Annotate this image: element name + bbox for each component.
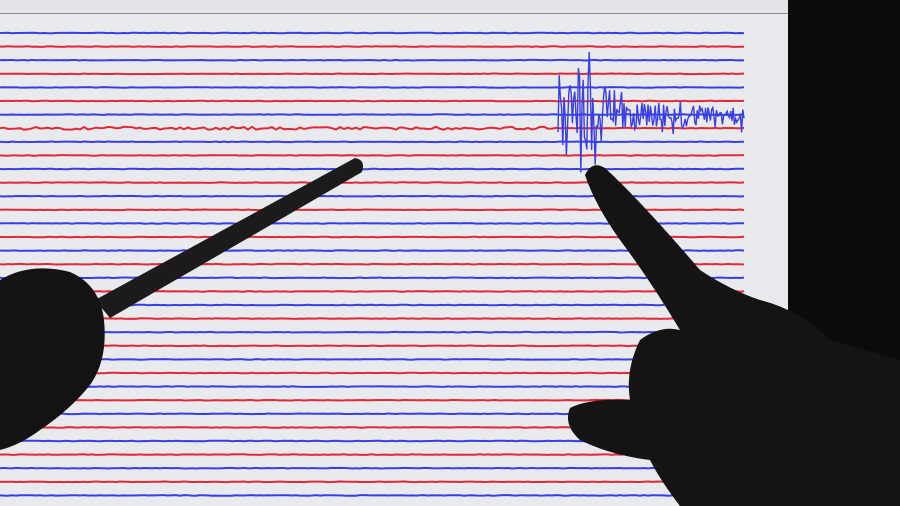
trace-line-red [0,482,744,483]
trace-line-red [0,101,744,102]
trace-line-red [0,46,744,47]
trace-line-blue [0,169,744,170]
trace-line-red [0,264,744,265]
trace-line-blue [0,60,744,61]
trace-line-blue [0,114,744,115]
screen-top-bar [0,0,788,13]
trace-line-red [0,318,744,319]
seismograph-photo [0,0,900,506]
trace-line-blue [0,468,744,469]
trace-line-blue [0,33,744,34]
trace-line-red [0,155,744,156]
trace-line-blue [0,87,744,88]
trace-line-red [0,182,744,183]
trace-line-blue [0,495,744,496]
trace-line-blue [0,332,744,333]
trace-line-blue [0,278,744,279]
trace-line-blue [0,142,744,143]
trace-line-red [0,346,744,347]
trace-line-red [0,74,744,75]
